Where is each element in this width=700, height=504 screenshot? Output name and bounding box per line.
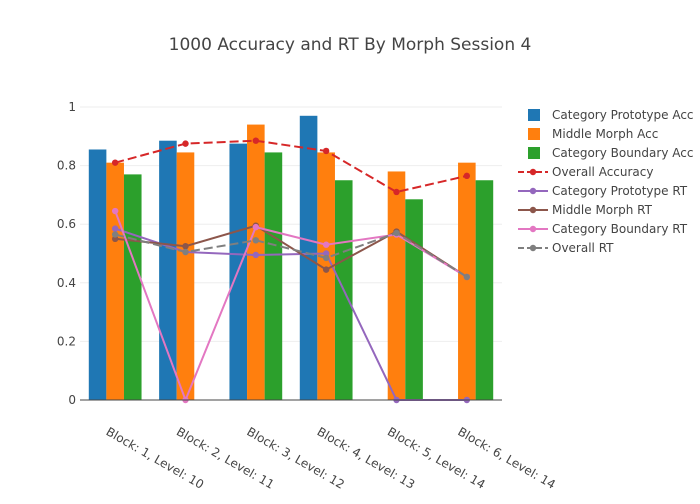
bar	[247, 124, 265, 400]
legend[interactable]: Category Prototype Acc Middle Morph Acc Ca…	[518, 108, 694, 255]
data-point	[252, 223, 260, 231]
bar	[159, 140, 177, 400]
bar	[475, 180, 494, 400]
legend-label: Overall Accuracy	[552, 165, 653, 179]
data-point	[182, 242, 189, 250]
y-tick-label: 0	[68, 393, 76, 407]
bar	[387, 171, 406, 400]
legend-swatch-marker	[529, 244, 537, 252]
data-point	[182, 248, 189, 256]
legend-label: Category Prototype Acc	[552, 108, 694, 122]
legend-label: Middle Morph RT	[552, 203, 653, 217]
legend-label: Category Boundary Acc	[552, 146, 693, 160]
grid-lines	[80, 106, 502, 342]
data-point	[252, 137, 260, 144]
legend-swatch-marker	[529, 225, 537, 233]
series-line	[114, 139, 468, 194]
legend-swatch-marker	[529, 187, 537, 195]
data-point	[111, 207, 119, 215]
legend-label: Middle Morph Acc	[552, 127, 658, 141]
data-point	[393, 229, 400, 237]
y-tick-label: 0.2	[57, 334, 76, 348]
bar	[264, 152, 283, 400]
data-point	[463, 273, 471, 281]
legend-swatch	[528, 128, 540, 140]
data-point	[252, 251, 260, 259]
data-point	[111, 235, 119, 243]
y-tick-label: 0.6	[57, 217, 76, 231]
legend-label: Overall RT	[552, 241, 614, 255]
y-tick-label: 1	[68, 100, 76, 114]
bar	[176, 152, 195, 400]
y-tick-label: 0.8	[57, 159, 76, 173]
bar	[458, 162, 476, 400]
bar	[106, 162, 124, 400]
data-point	[322, 254, 330, 262]
data-point	[393, 188, 400, 196]
y-tick-label: 0.4	[57, 276, 76, 290]
bar	[88, 149, 107, 400]
data-point	[111, 159, 119, 166]
legend-swatch-marker	[529, 206, 537, 214]
chart-title: 1000 Accuracy and RT By Morph Session 4	[169, 35, 532, 55]
bar	[317, 152, 335, 400]
legend-swatch-marker	[529, 168, 537, 176]
data-point	[111, 225, 119, 232]
series-line	[115, 224, 468, 278]
legend-label: Category Prototype RT	[552, 184, 688, 198]
data-point	[463, 172, 471, 180]
bar	[405, 199, 423, 400]
data-point	[322, 266, 330, 273]
legend-swatch	[528, 147, 540, 159]
bar	[123, 174, 142, 400]
series-line	[114, 231, 468, 278]
data-point	[111, 231, 119, 238]
data-point	[252, 237, 260, 244]
legend-swatch	[528, 109, 540, 121]
data-point	[182, 140, 189, 147]
data-point	[322, 250, 330, 257]
legend-label: Category Boundary RT	[552, 222, 688, 236]
series-line	[114, 210, 468, 403]
data-point	[322, 241, 330, 248]
bar-series	[88, 115, 494, 400]
data-point	[322, 147, 330, 155]
